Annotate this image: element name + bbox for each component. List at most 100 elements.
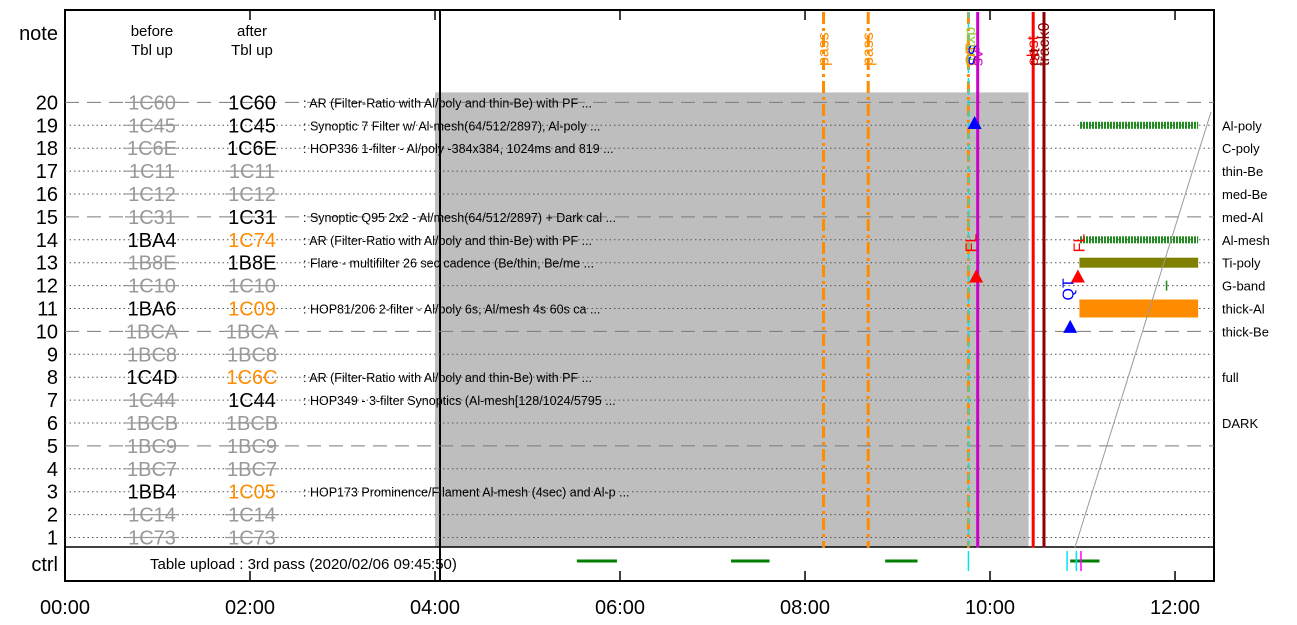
before-code: 1C4D	[126, 367, 177, 389]
program-description: : HOP173 Prominence/Filament Al-mesh (4s…	[303, 486, 630, 500]
filter-bar	[1165, 280, 1168, 291]
after-header-line2: Tbl up	[231, 42, 273, 59]
before-code: 1C60	[128, 92, 176, 114]
after-code: 1BC8	[227, 344, 277, 366]
before-code: 1C44	[128, 390, 176, 412]
after-code: 1C45	[228, 115, 276, 137]
before-code: 1BC7	[127, 459, 177, 481]
before-code: 1C73	[128, 528, 176, 550]
after-code: 1C73	[228, 528, 276, 550]
after-code: 1C14	[228, 505, 276, 527]
filter-legend-label: C-poly	[1222, 141, 1260, 156]
plot-frame	[64, 9, 1215, 582]
row-number: 16	[36, 184, 58, 206]
before-code: 1C11	[129, 161, 175, 183]
before-code: 1C10	[128, 276, 176, 298]
row-number: 1	[47, 528, 58, 550]
after-code: 1B8E	[228, 253, 277, 275]
event-label: rst	[1027, 48, 1044, 66]
event-triangle	[1070, 269, 1085, 283]
row-number: 17	[36, 161, 58, 183]
row-number: 2	[47, 505, 58, 527]
x-tick-label: 04:00	[410, 597, 460, 619]
row-number: 18	[36, 138, 58, 160]
before-code: 1BA6	[128, 299, 177, 321]
after-code: 1BCB	[226, 413, 278, 435]
x-tick-label: 02:00	[225, 597, 275, 619]
filter-bar	[1079, 299, 1199, 318]
event-label: maxp	[962, 27, 979, 66]
event-label: obst	[1025, 35, 1042, 66]
shaded-region	[435, 92, 1029, 548]
before-code: 1C12	[128, 184, 176, 206]
filter-legend-label: Al-poly	[1222, 118, 1262, 133]
row-number: 7	[47, 390, 58, 412]
event-label: sv	[970, 50, 987, 66]
filter-legend-label: med-Al	[1222, 210, 1263, 225]
before-header-line2: Tbl up	[131, 42, 173, 59]
after-code: 1C6E	[227, 138, 277, 160]
event-triangle	[967, 116, 982, 130]
event-mark-label: FL	[964, 234, 981, 253]
after-code: 1C10	[228, 276, 276, 298]
before-code: 1B8E	[128, 253, 177, 275]
filter-legend-label: thick-Be	[1222, 324, 1269, 339]
program-description: : HOP336 1-filter - Al/poly -384x384, 10…	[303, 142, 614, 156]
after-code: 1C74	[228, 230, 276, 252]
x-tick-label: 00:00	[40, 597, 90, 619]
filter-bar	[1079, 236, 1199, 244]
event-label: SS	[967, 45, 984, 66]
after-code: 1C11	[229, 161, 275, 183]
guide-line	[1074, 111, 1212, 549]
before-code: 1C31	[128, 207, 176, 229]
before-code: 1BA4	[128, 230, 177, 252]
after-code: 1BC7	[227, 459, 277, 481]
program-description: : AR (Filter-Ratio with Al/poly and thin…	[303, 96, 592, 110]
after-code: 1C05	[228, 482, 276, 504]
before-code: 1C14	[128, 505, 176, 527]
filter-legend-label: thin-Be	[1222, 164, 1263, 179]
row-number: 11	[37, 299, 58, 321]
event-triangle	[969, 269, 984, 283]
row-number: 13	[36, 253, 58, 275]
before-code: 1BB4	[128, 482, 177, 504]
event-label: track0	[1036, 22, 1053, 66]
filter-legend-label: Ti-poly	[1222, 256, 1261, 271]
after-code: 1BC9	[227, 436, 277, 458]
x-tick-label: 06:00	[595, 597, 645, 619]
program-description: : AR (Filter-Ratio with Al/poly and thin…	[303, 234, 592, 248]
program-description: : Synoptic 7 Filter w/ Al-mesh(64/512/28…	[303, 119, 600, 133]
filter-bar	[1079, 121, 1199, 129]
after-code: 1BCA	[226, 321, 279, 343]
event-mark-label: QT	[1061, 278, 1078, 300]
x-tick-label: 12:00	[1150, 597, 1200, 619]
before-header-line1: before	[131, 23, 174, 40]
row-number: 12	[36, 276, 58, 298]
filter-legend-label: full	[1222, 370, 1239, 385]
after-code: 1C12	[228, 184, 276, 206]
row-number: 19	[36, 115, 58, 137]
after-code: 1C44	[228, 390, 276, 412]
row-number: 5	[47, 436, 58, 458]
event-mark-label: FL	[1071, 234, 1088, 253]
filter-legend-label: Al-mesh	[1222, 233, 1270, 248]
before-code: 1BC9	[127, 436, 177, 458]
row-number: 9	[47, 344, 58, 366]
after-code: 1C09	[228, 299, 276, 321]
event-triangle	[1063, 319, 1078, 333]
row-number: 4	[47, 459, 58, 481]
filter-legend-label: DARK	[1222, 416, 1258, 431]
row-number: 3	[47, 482, 58, 504]
before-code: 1BCB	[126, 413, 178, 435]
program-description: : AR (Filter-Ratio with Al/poly and thin…	[303, 371, 592, 385]
filter-legend-label: med-Be	[1222, 187, 1268, 202]
row-number: 15	[36, 207, 58, 229]
after-header-line1: after	[237, 23, 267, 40]
row-number: 8	[47, 367, 58, 389]
x-tick-label: 10:00	[965, 597, 1015, 619]
program-description: : HOP81/206 2-filter - Al/poly 6s, Al/me…	[303, 303, 600, 317]
program-description: : Flare - multifilter 26 sec cadence (Be…	[303, 257, 594, 271]
filter-legend-label: thick-Al	[1222, 302, 1265, 317]
event-label: pass	[816, 32, 833, 66]
